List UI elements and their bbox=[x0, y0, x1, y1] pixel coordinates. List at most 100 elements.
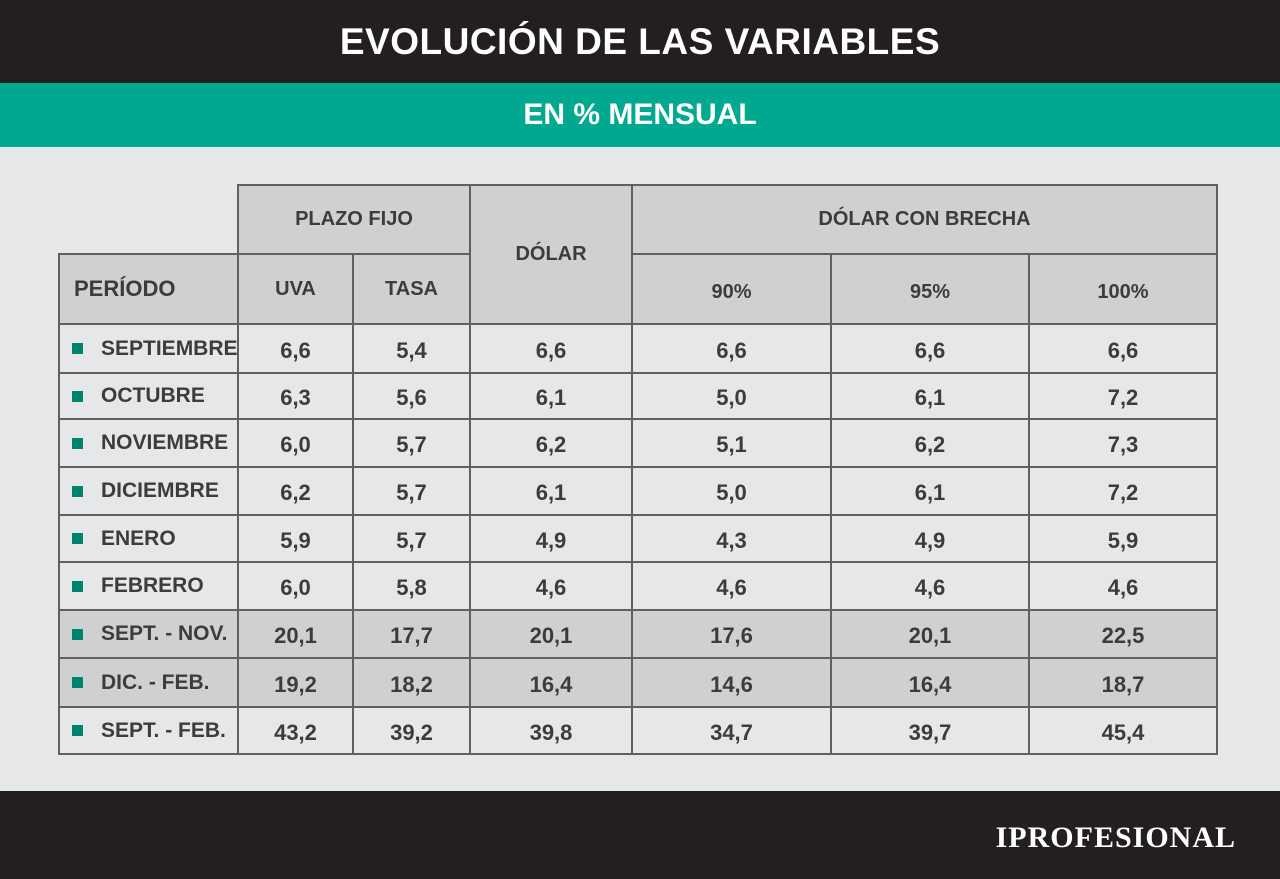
value-cell: 20,1 bbox=[469, 609, 633, 659]
value-cell: 39,7 bbox=[830, 706, 1030, 755]
value-cell: 6,6 bbox=[469, 323, 633, 374]
cell-value: 7,2 bbox=[1107, 385, 1139, 410]
cell-value: 4,6 bbox=[1107, 575, 1139, 600]
square-bullet-icon bbox=[72, 485, 83, 497]
column-header-uva: UVA bbox=[237, 253, 354, 325]
cell-value: 6,1 bbox=[914, 385, 946, 410]
value-cell: 4,6 bbox=[631, 561, 832, 611]
cell-value: 5,7 bbox=[396, 527, 427, 553]
cell-value: 6,6 bbox=[535, 337, 567, 363]
cell-value: 6,0 bbox=[280, 432, 311, 457]
cell-value: 4,3 bbox=[716, 527, 747, 553]
value-cell: 34,7 bbox=[631, 706, 832, 755]
value-cell: 17,6 bbox=[631, 609, 832, 659]
cell-value: 6,3 bbox=[280, 385, 311, 410]
value-cell: 4,3 bbox=[631, 514, 832, 563]
value-cell: 7,3 bbox=[1028, 418, 1218, 468]
cell-value: 5,0 bbox=[716, 385, 747, 410]
group-header-label: DÓLAR bbox=[515, 243, 587, 265]
value-cell: 4,6 bbox=[1028, 561, 1218, 611]
row-label: ENERO bbox=[101, 526, 176, 550]
cell-value: 17,7 bbox=[390, 623, 433, 648]
value-cell: 6,3 bbox=[237, 372, 354, 420]
column-header-90: 90% bbox=[631, 253, 832, 325]
cell-value: 45,4 bbox=[1101, 719, 1145, 745]
row-label: SEPT. - FEB. bbox=[101, 718, 226, 742]
cell-value: 5,7 bbox=[396, 432, 427, 457]
subtitle-bar: EN % MENSUAL bbox=[0, 83, 1280, 147]
row-label: DIC. - FEB. bbox=[101, 670, 210, 694]
square-bullet-icon bbox=[72, 437, 83, 449]
value-cell: 39,2 bbox=[352, 706, 471, 755]
value-cell: 4,9 bbox=[830, 514, 1030, 563]
cell-value: 5,9 bbox=[280, 527, 311, 553]
value-cell: 19,2 bbox=[237, 657, 354, 708]
value-cell: 6,6 bbox=[237, 323, 354, 374]
title-bar: EVOLUCIÓN DE LAS VARIABLES bbox=[0, 0, 1280, 83]
row-label-cell: SEPT. - NOV. bbox=[58, 609, 239, 659]
row-label: SEPTIEMBRE bbox=[101, 336, 238, 360]
value-cell: 6,1 bbox=[830, 466, 1030, 516]
value-cell: 6,6 bbox=[631, 323, 832, 374]
cell-value: 18,2 bbox=[390, 671, 433, 697]
row-label: SEPT. - NOV. bbox=[101, 622, 228, 645]
row-header-periodo: PERÍODO bbox=[58, 253, 239, 325]
cell-value: 7,3 bbox=[1107, 432, 1139, 457]
row-label-cell: ENERO bbox=[58, 514, 239, 563]
value-cell: 18,2 bbox=[352, 657, 471, 708]
value-cell: 6,2 bbox=[237, 466, 354, 516]
cell-value: 39,8 bbox=[529, 719, 573, 745]
group-header-label: PLAZO FIJO bbox=[295, 208, 413, 230]
cell-value: 39,7 bbox=[908, 719, 952, 745]
square-bullet-icon bbox=[72, 390, 83, 402]
value-cell: 16,4 bbox=[830, 657, 1030, 708]
cell-value: 6,6 bbox=[914, 337, 946, 363]
row-label-cell: SEPT. - FEB. bbox=[58, 706, 239, 755]
cell-value: 4,6 bbox=[535, 575, 567, 600]
value-cell: 5,7 bbox=[352, 514, 471, 563]
square-bullet-icon bbox=[72, 580, 83, 592]
page-subtitle: EN % MENSUAL bbox=[523, 98, 757, 131]
value-cell: 7,2 bbox=[1028, 466, 1218, 516]
cell-value: 6,2 bbox=[535, 432, 567, 457]
value-cell: 5,9 bbox=[1028, 514, 1218, 563]
square-bullet-icon bbox=[72, 533, 83, 544]
cell-value: 6,1 bbox=[535, 480, 567, 505]
row-label-cell: NOVIEMBRE bbox=[58, 418, 239, 468]
cell-value: 22,5 bbox=[1101, 623, 1145, 648]
value-cell: 6,1 bbox=[469, 466, 633, 516]
cell-value: 20,1 bbox=[274, 623, 317, 648]
value-cell: 17,7 bbox=[352, 609, 471, 659]
cell-value: 6,6 bbox=[280, 337, 311, 363]
cell-value: 6,0 bbox=[280, 575, 311, 600]
value-cell: 5,4 bbox=[352, 323, 471, 374]
cell-value: 7,2 bbox=[1107, 480, 1139, 505]
value-cell: 6,1 bbox=[469, 372, 633, 420]
cell-value: 5,9 bbox=[1107, 527, 1139, 553]
value-cell: 20,1 bbox=[830, 609, 1030, 659]
cell-value: 18,7 bbox=[1101, 671, 1145, 697]
cell-value: 5,6 bbox=[396, 385, 427, 410]
iprofesional-logo: IPROFESIONAL bbox=[995, 821, 1236, 854]
value-cell: 18,7 bbox=[1028, 657, 1218, 708]
square-bullet-icon bbox=[72, 343, 83, 354]
row-label-cell: SEPTIEMBRE bbox=[58, 323, 239, 374]
cell-value: 6,6 bbox=[716, 337, 747, 363]
cell-value: 39,2 bbox=[390, 719, 433, 745]
value-cell: 6,2 bbox=[469, 418, 633, 468]
cell-value: 43,2 bbox=[274, 719, 317, 745]
cell-value: 16,4 bbox=[529, 671, 573, 697]
value-cell: 6,1 bbox=[830, 372, 1030, 420]
value-cell: 5,0 bbox=[631, 466, 832, 516]
cell-value: 6,2 bbox=[914, 432, 946, 457]
row-label: DICIEMBRE bbox=[101, 479, 219, 502]
cell-value: 5,8 bbox=[396, 575, 427, 600]
value-cell: 6,2 bbox=[830, 418, 1030, 468]
footer-bar: IPROFESIONAL bbox=[0, 791, 1280, 879]
value-cell: 4,6 bbox=[469, 561, 633, 611]
value-cell: 7,2 bbox=[1028, 372, 1218, 420]
row-label-cell: DIC. - FEB. bbox=[58, 657, 239, 708]
value-cell: 6,6 bbox=[1028, 323, 1218, 374]
row-label: OCTUBRE bbox=[101, 384, 205, 407]
value-cell: 5,9 bbox=[237, 514, 354, 563]
